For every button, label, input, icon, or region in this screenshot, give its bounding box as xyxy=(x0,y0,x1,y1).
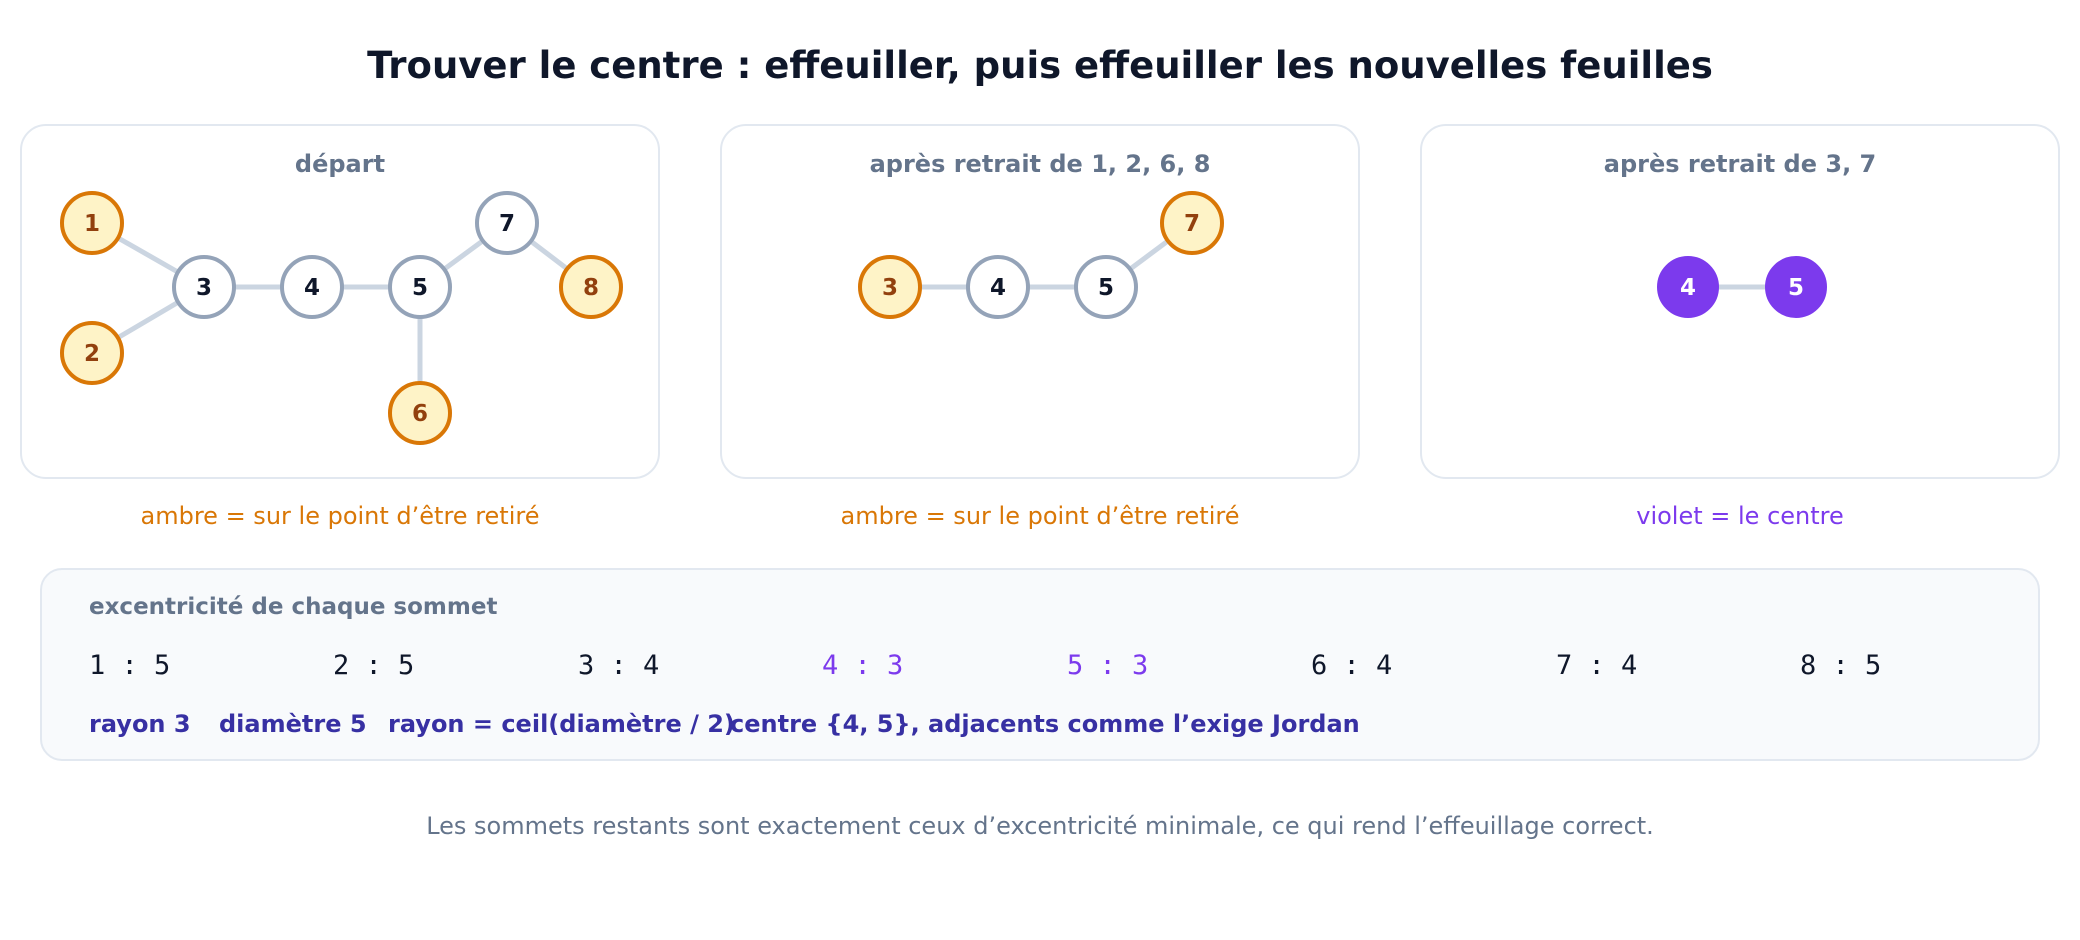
eccentricity-title: excentricité de chaque sommet xyxy=(89,594,498,620)
panel-step-1: après retrait de 1, 2, 6, 8 3 4 5 7 xyxy=(720,124,1360,479)
node-2: 2 xyxy=(60,321,124,385)
svg-text:2: 2 xyxy=(84,341,100,367)
svg-text:4: 4 xyxy=(1680,275,1696,301)
tree-graph-step-1: 3 4 5 7 xyxy=(858,191,1224,319)
svg-text:4: 4 xyxy=(304,275,320,301)
ecc-item: 2 : 5 xyxy=(333,650,415,681)
node-5: 5 xyxy=(1765,256,1827,318)
panel-title: après retrait de 1, 2, 6, 8 xyxy=(869,150,1211,178)
node-3: 3 xyxy=(172,255,236,319)
svg-text:4: 4 xyxy=(990,275,1006,301)
node-7: 7 xyxy=(475,191,539,255)
stat-formula: rayon = ceil(diamètre / 2) xyxy=(388,710,735,738)
ecc-item: 5 : 3 xyxy=(1067,650,1149,681)
legend-caption-violet: violet = le centre xyxy=(1636,502,1844,530)
node-4: 4 xyxy=(1657,256,1719,318)
svg-text:8: 8 xyxy=(583,275,599,301)
node-5: 5 xyxy=(1074,255,1138,319)
legend-caption-amber: ambre = sur le point d’être retiré xyxy=(140,502,540,530)
svg-text:5: 5 xyxy=(1098,275,1114,301)
legend-caption-amber: ambre = sur le point d’être retiré xyxy=(840,502,1240,530)
stat-diameter: diamètre 5 xyxy=(219,710,367,738)
ecc-item: 7 : 4 xyxy=(1556,650,1638,681)
node-1: 1 xyxy=(60,191,124,255)
stat-center: centre {4, 5}, adjacents comme l’exige J… xyxy=(730,710,1360,738)
footnote: Les sommets restants sont exactement ceu… xyxy=(426,812,1654,840)
ecc-item: 1 : 5 xyxy=(89,650,171,681)
panel-start: départ 1 2 3 4 5 6 7 8 xyxy=(20,124,660,479)
svg-text:7: 7 xyxy=(499,211,515,237)
panel-title: après retrait de 3, 7 xyxy=(1603,150,1877,178)
node-4: 4 xyxy=(966,255,1030,319)
svg-text:7: 7 xyxy=(1184,211,1200,237)
ecc-item: 4 : 3 xyxy=(822,650,904,681)
node-4: 4 xyxy=(280,255,344,319)
stat-radius: rayon 3 xyxy=(89,710,191,738)
svg-text:1: 1 xyxy=(84,211,100,237)
node-3: 3 xyxy=(858,255,922,319)
tree-graph-start: 1 2 3 4 5 6 7 8 xyxy=(60,191,623,445)
page-title: Trouver le centre : effeuiller, puis eff… xyxy=(367,44,1713,87)
svg-text:5: 5 xyxy=(1788,275,1804,301)
svg-text:6: 6 xyxy=(412,401,428,427)
node-7: 7 xyxy=(1160,191,1224,255)
ecc-item: 6 : 4 xyxy=(1311,650,1393,681)
svg-text:5: 5 xyxy=(412,275,428,301)
eccentricity-box: excentricité de chaque sommet 1 : 5 2 : … xyxy=(40,568,2040,761)
node-5: 5 xyxy=(388,255,452,319)
node-8: 8 xyxy=(559,255,623,319)
node-6: 6 xyxy=(388,381,452,445)
panel-title: départ xyxy=(294,150,386,178)
svg-text:3: 3 xyxy=(196,275,212,301)
ecc-item: 3 : 4 xyxy=(578,650,660,681)
ecc-item: 8 : 5 xyxy=(1800,650,1882,681)
svg-text:3: 3 xyxy=(882,275,898,301)
